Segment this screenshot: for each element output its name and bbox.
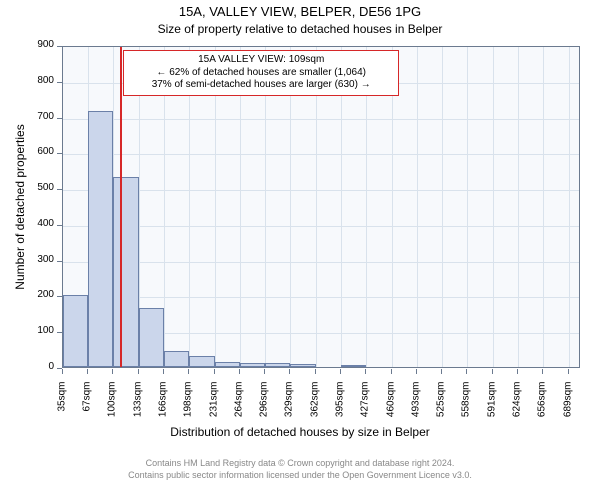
gridline-horizontal: [63, 226, 579, 227]
x-tick-mark: [264, 369, 265, 374]
x-tick-label: 460sqm: [385, 382, 396, 432]
gridline-vertical: [417, 47, 418, 367]
histogram-bar: [215, 362, 241, 367]
histogram-bar: [265, 363, 291, 367]
y-axis-label: Number of detached properties: [13, 107, 27, 307]
x-tick-label: 133sqm: [132, 382, 143, 432]
x-tick-mark: [568, 369, 569, 374]
histogram-bar: [139, 308, 165, 367]
y-tick-label: 0: [22, 361, 54, 372]
histogram-bar: [63, 295, 88, 367]
x-tick-label: 264sqm: [234, 382, 245, 432]
x-tick-label: 493sqm: [411, 382, 422, 432]
x-tick-mark: [466, 369, 467, 374]
x-tick-label: 231sqm: [208, 382, 219, 432]
y-tick-mark: [57, 261, 62, 262]
x-tick-label: 166sqm: [158, 382, 169, 432]
y-tick-label: 500: [22, 182, 54, 193]
x-tick-mark: [340, 369, 341, 374]
gridline-horizontal: [63, 262, 579, 263]
x-tick-mark: [289, 369, 290, 374]
x-tick-mark: [542, 369, 543, 374]
y-tick-label: 800: [22, 75, 54, 86]
annotation-line3: 37% of semi-detached houses are larger (…: [152, 79, 371, 90]
x-tick-label: 67sqm: [81, 382, 92, 432]
x-tick-label: 198sqm: [183, 382, 194, 432]
x-tick-mark: [391, 369, 392, 374]
annotation-line1: 15A VALLEY VIEW: 109sqm: [198, 54, 324, 65]
y-tick-label: 700: [22, 111, 54, 122]
y-tick-mark: [57, 296, 62, 297]
footer-line1: Contains HM Land Registry data © Crown c…: [146, 458, 455, 468]
title-line1: 15A, VALLEY VIEW, BELPER, DE56 1PG: [179, 4, 421, 19]
annotation-box: 15A VALLEY VIEW: 109sqm ← 62% of detached…: [123, 50, 399, 96]
y-tick-mark: [57, 82, 62, 83]
histogram-bar: [240, 363, 265, 367]
title-line2: Size of property relative to detached ho…: [158, 22, 443, 36]
chart-subtitle: Size of property relative to detached ho…: [0, 22, 600, 36]
histogram-bar: [113, 177, 139, 367]
x-tick-label: 591sqm: [486, 382, 497, 432]
x-tick-label: 296sqm: [258, 382, 269, 432]
x-tick-label: 689sqm: [562, 382, 573, 432]
y-tick-mark: [57, 118, 62, 119]
gridline-vertical: [442, 47, 443, 367]
y-tick-label: 600: [22, 146, 54, 157]
x-tick-label: 427sqm: [360, 382, 371, 432]
histogram-bar: [341, 365, 366, 367]
y-tick-mark: [57, 189, 62, 190]
gridline-horizontal: [63, 119, 579, 120]
y-tick-label: 900: [22, 39, 54, 50]
histogram-bar: [189, 356, 215, 367]
x-tick-mark: [62, 369, 63, 374]
gridline-horizontal: [63, 154, 579, 155]
x-tick-label: 525sqm: [435, 382, 446, 432]
y-tick-mark: [57, 225, 62, 226]
histogram-bar: [88, 111, 114, 367]
gridline-horizontal: [63, 297, 579, 298]
chart-container: { "chart": { "type": "histogram", "title…: [0, 0, 600, 500]
x-tick-label: 100sqm: [107, 382, 118, 432]
x-tick-mark: [441, 369, 442, 374]
x-tick-label: 656sqm: [537, 382, 548, 432]
reference-line: [120, 47, 122, 367]
gridline-horizontal: [63, 190, 579, 191]
gridline-vertical: [569, 47, 570, 367]
x-tick-mark: [492, 369, 493, 374]
gridline-vertical: [467, 47, 468, 367]
x-tick-mark: [315, 369, 316, 374]
y-tick-label: 200: [22, 289, 54, 300]
x-tick-mark: [239, 369, 240, 374]
footer-line2: Contains public sector information licen…: [128, 470, 472, 480]
y-tick-label: 100: [22, 325, 54, 336]
x-tick-mark: [138, 369, 139, 374]
x-tick-mark: [188, 369, 189, 374]
x-tick-label: 35sqm: [57, 382, 68, 432]
x-tick-label: 624sqm: [512, 382, 523, 432]
y-tick-mark: [57, 332, 62, 333]
x-tick-mark: [416, 369, 417, 374]
y-tick-label: 400: [22, 218, 54, 229]
gridline-vertical: [543, 47, 544, 367]
y-tick-mark: [57, 153, 62, 154]
x-tick-mark: [517, 369, 518, 374]
chart-title: 15A, VALLEY VIEW, BELPER, DE56 1PG: [0, 4, 600, 19]
x-tick-label: 558sqm: [461, 382, 472, 432]
x-tick-label: 362sqm: [309, 382, 320, 432]
histogram-bar: [164, 351, 189, 367]
annotation-line2: ← 62% of detached houses are smaller (1,…: [156, 67, 366, 78]
x-tick-mark: [163, 369, 164, 374]
chart-footer: Contains HM Land Registry data © Crown c…: [0, 458, 600, 481]
x-tick-label: 329sqm: [284, 382, 295, 432]
x-tick-mark: [112, 369, 113, 374]
y-tick-label: 300: [22, 254, 54, 265]
histogram-bar: [290, 364, 316, 367]
gridline-vertical: [493, 47, 494, 367]
x-tick-mark: [365, 369, 366, 374]
x-tick-mark: [87, 369, 88, 374]
x-tick-mark: [214, 369, 215, 374]
y-tick-mark: [57, 46, 62, 47]
gridline-vertical: [518, 47, 519, 367]
x-tick-label: 395sqm: [335, 382, 346, 432]
